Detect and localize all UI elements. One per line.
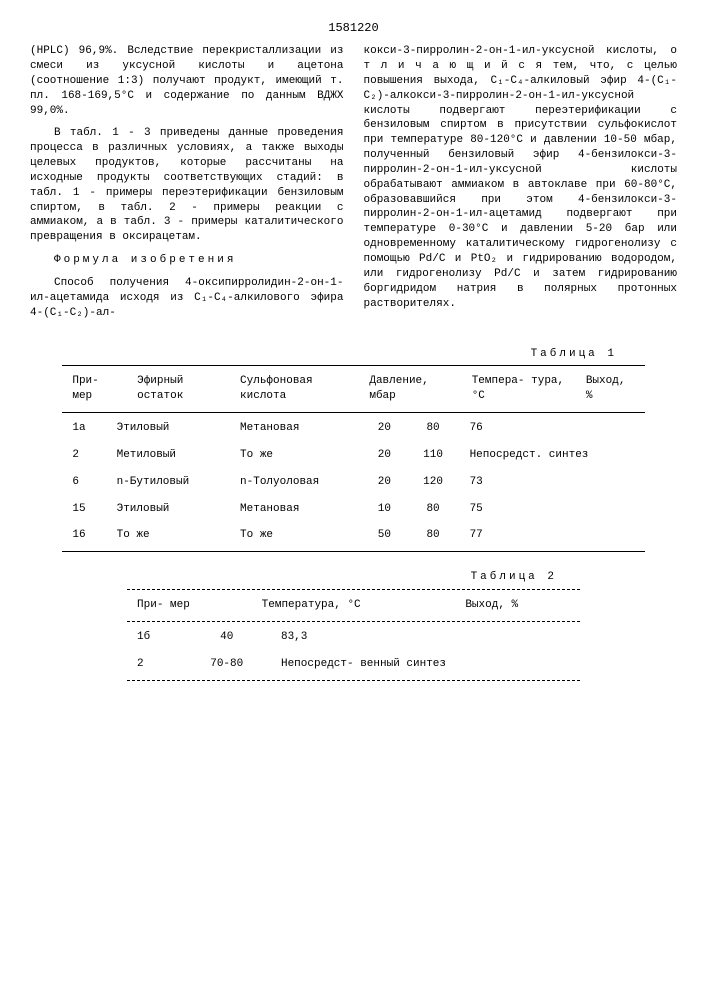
table-row: 16То жеТо же508077 xyxy=(62,522,644,549)
table-cell: Непосредст. синтез xyxy=(460,442,645,469)
table-cell: 80 xyxy=(407,522,460,549)
table-cell: 73 xyxy=(460,469,645,496)
table-cell: 16 xyxy=(62,522,106,549)
table-cell: Этиловый xyxy=(107,415,230,442)
table-cell: 20 xyxy=(362,442,406,469)
left-p1: (HPLC) 96,9%. Вследствие перекристаллиза… xyxy=(30,44,344,118)
right-column: кокси-3-пирролин-2-он-1-ил-уксусной кисл… xyxy=(364,44,678,328)
table1: При- мер Эфирный остаток Сульфоновая кис… xyxy=(62,368,644,410)
table-row: 1б4083,3 xyxy=(127,624,580,651)
table-cell: Метановая xyxy=(230,496,362,523)
formula-title: Формула изобретения xyxy=(30,253,344,268)
table-row: 1аЭтиловыйМетановая208076 xyxy=(62,415,644,442)
table-row: 15ЭтиловыйМетановая108075 xyxy=(62,496,644,523)
table-cell: 40 xyxy=(182,624,271,651)
table-cell: Метиловый xyxy=(107,442,230,469)
table-cell: 76 xyxy=(460,415,645,442)
table-cell: 20 xyxy=(362,469,406,496)
table-cell: n-Бутиловый xyxy=(107,469,230,496)
text-columns: (HPLC) 96,9%. Вследствие перекристаллиза… xyxy=(30,44,677,328)
left-p2: В табл. 1 - 3 приведены данные проведени… xyxy=(30,126,344,245)
table-cell: 10 xyxy=(362,496,406,523)
table-cell: Непосредст- венный синтез xyxy=(271,651,580,678)
table-cell: 80 xyxy=(407,496,460,523)
t2-h1: Температура, °С xyxy=(252,592,456,619)
patent-number: 1581220 xyxy=(30,20,677,36)
table-cell: 77 xyxy=(460,522,645,549)
right-p1: кокси-3-пирролин-2-он-1-ил-уксусной кисл… xyxy=(364,44,678,311)
table-row: 2МетиловыйТо же20110Непосредст. синтез xyxy=(62,442,644,469)
table-cell: 6 xyxy=(62,469,106,496)
table1-header-row: При- мер Эфирный остаток Сульфоновая кис… xyxy=(62,368,644,410)
t1-h5: Выход, % xyxy=(576,368,645,410)
table-cell: То же xyxy=(230,442,362,469)
t2-h0: При- мер xyxy=(127,592,252,619)
table-cell: 120 xyxy=(407,469,460,496)
table2: При- мер Температура, °С Выход, % xyxy=(127,592,580,619)
table-cell: 1б xyxy=(127,624,182,651)
table-cell: Этиловый xyxy=(107,496,230,523)
table-cell: 80 xyxy=(407,415,460,442)
table2-label: Таблица 2 xyxy=(30,570,557,585)
t1-h1: Эфирный остаток xyxy=(127,368,230,410)
left-column: (HPLC) 96,9%. Вследствие перекристаллиза… xyxy=(30,44,344,328)
table-cell: 20 xyxy=(362,415,406,442)
table-row: 6n-Бутиловыйn-Толуоловая2012073 xyxy=(62,469,644,496)
table-cell: 1а xyxy=(62,415,106,442)
table-cell: 2 xyxy=(62,442,106,469)
table-cell: 110 xyxy=(407,442,460,469)
table-cell: Метановая xyxy=(230,415,362,442)
table-cell: 15 xyxy=(62,496,106,523)
table-cell: 70-80 xyxy=(182,651,271,678)
table-row: 270-80Непосредст- венный синтез xyxy=(127,651,580,678)
table-cell: 2 xyxy=(127,651,182,678)
table-cell: То же xyxy=(107,522,230,549)
table1-label: Таблица 1 xyxy=(30,347,617,362)
t2-h2: Выход, % xyxy=(455,592,580,619)
t1-h2: Сульфоновая кислота xyxy=(230,368,359,410)
left-p3: Способ получения 4-оксипирролидин-2-он-1… xyxy=(30,276,344,321)
table1-body: 1аЭтиловыйМетановая2080762МетиловыйТо же… xyxy=(62,415,644,549)
table-cell: n-Толуоловая xyxy=(230,469,362,496)
t1-h4: Темпера- тура, °С xyxy=(462,368,576,410)
table-cell: То же xyxy=(230,522,362,549)
table2-body: 1б4083,3270-80Непосредст- венный синтез xyxy=(127,624,580,678)
table-cell: 75 xyxy=(460,496,645,523)
table-cell: 83,3 xyxy=(271,624,580,651)
t1-h3: Давление, мбар xyxy=(359,368,461,410)
table-cell: 50 xyxy=(362,522,406,549)
t1-h0: При- мер xyxy=(62,368,127,410)
table2-header-row: При- мер Температура, °С Выход, % xyxy=(127,592,580,619)
